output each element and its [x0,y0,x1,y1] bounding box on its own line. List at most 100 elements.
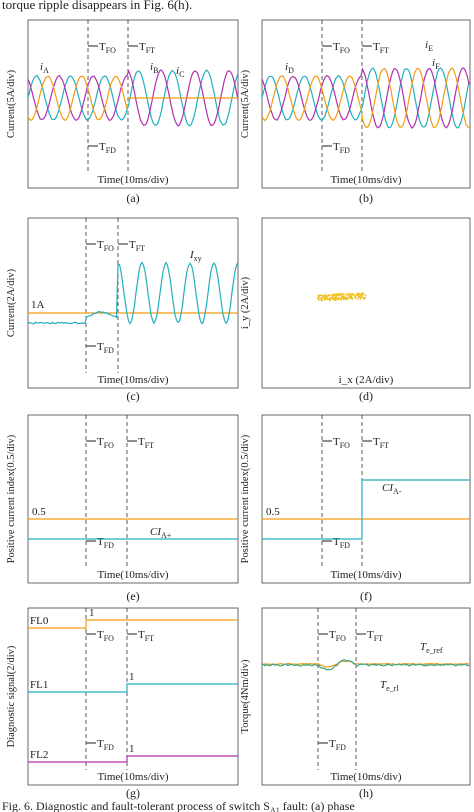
trajectory-point [320,297,322,299]
label-sub: A- [393,487,402,496]
trajectory-point [334,298,336,300]
annotation: iE [425,39,433,53]
panel-frame [262,608,470,785]
annotation: 1 [129,671,135,683]
label-sub: FT [380,441,389,450]
trajectory-point [364,294,366,296]
panel-frame [28,608,238,785]
trajectory-point [356,298,358,300]
label-main: FL2 [30,749,48,761]
trajectory-point [354,295,356,297]
label-main: FL1 [30,679,48,691]
label-sub: FT [145,441,154,450]
label-sub: xy [194,254,202,263]
x-axis-label: i_x (2A/div) [339,374,394,386]
x-axis-label: Time(10ms/div) [97,374,168,386]
trajectory-point [341,297,343,299]
y-axis-label: Torque(4Nm/div) [240,659,251,733]
annotation: 1A [31,299,45,311]
trajectory-point [347,295,349,297]
figure-caption: Fig. 6. Diagnostic and fault-tolerant pr… [2,799,355,812]
waveform [28,756,238,762]
waveform [262,68,469,128]
label-sub: C [179,70,184,79]
marker-label: TFD [329,738,346,752]
x-axis-label: Time(10ms/div) [330,771,401,783]
caption-sub: A1 [270,806,280,812]
label-sub: FD [104,346,114,355]
marker-label: TFD [97,536,114,550]
marker-label: TFO [97,629,114,643]
trajectory-point [349,297,351,299]
marker-label: TFD [333,536,350,550]
marker-label: TFT [373,41,389,55]
y-axis-label: Positive current index(0.5/div) [240,434,251,563]
trajectory-point [338,293,340,295]
label-sub: A+ [161,531,172,540]
trajectory-point [363,297,365,299]
label-sub: e_ref [426,646,443,655]
panel-caption: (c) [126,389,139,403]
marker-label: TFO [99,41,116,55]
caption-text: Fig. 6. Diagnostic and fault-tolerant pr… [2,799,270,812]
waveform [28,684,238,692]
label-sub: FT [145,634,154,643]
trajectory-point [343,296,345,298]
trajectory-point [333,294,335,296]
label-sub: D [288,66,294,75]
x-axis-label: Time(10ms/div) [330,569,401,581]
annotation: Ixy [189,249,202,263]
trajectory-point [325,294,327,296]
marker-label: TFT [138,629,154,643]
annotation: Te_rl [380,679,399,693]
trajectory-point [324,297,326,299]
marker-label: TFT [367,629,383,643]
annotation: FL0 [30,615,49,627]
label-sub: FT [146,46,155,55]
annotation: iB [150,61,158,75]
panel-frame [28,415,238,583]
panel-frame [262,415,470,583]
trajectory-point [328,294,330,296]
trajectory-point [351,293,353,295]
label-main: 1 [89,607,95,619]
marker-label: TFT [139,41,155,55]
annotation: iF [432,57,440,71]
annotation: CIA- [382,482,402,496]
label-sub: FD [336,743,346,752]
annotation: iD [285,61,294,75]
panel-caption: (d) [359,389,373,403]
y-axis-label: Positive current index(0.5/div) [6,434,17,563]
trajectory-point [323,295,325,297]
label-sub: E [428,44,433,53]
label-sub: FO [340,46,350,55]
panel-caption: (h) [359,786,373,800]
label-sub: A [43,66,49,75]
label-sub: FT [136,244,145,253]
label-sub: FT [380,46,389,55]
label-sub: B [153,66,158,75]
annotation: iC [176,65,184,79]
label-sub: FT [374,634,383,643]
label-sub: FO [336,634,346,643]
marker-label: TFO [329,629,346,643]
trajectory-point [323,299,325,301]
panel-caption: (g) [126,786,140,800]
label-sub: FO [340,441,350,450]
trajectory-point [331,297,333,299]
x-axis-label: Time(10ms/div) [97,174,168,186]
label-main: 1 [129,671,135,683]
trajectory-point [343,298,345,300]
x-axis-label: Time(10ms/div) [330,174,401,186]
waveform [262,660,469,670]
trajectory-point [317,298,319,300]
panel-caption: (f) [360,589,372,603]
trajectory-point [348,293,350,295]
marker-label: TFO [97,239,114,253]
marker-label: TFD [99,141,116,155]
annotation: 0.5 [266,506,280,518]
trajectory-point [346,296,348,298]
trajectory-point [362,293,364,295]
panel-frame [28,20,238,188]
trajectory-point [331,294,333,296]
